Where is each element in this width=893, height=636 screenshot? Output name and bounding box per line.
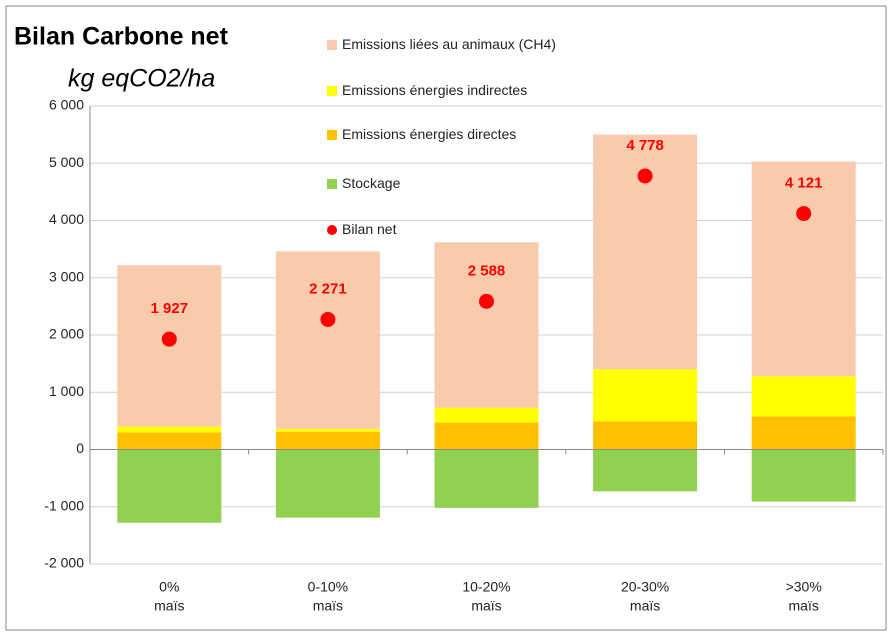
- x-tick-label: 0-10%: [308, 579, 348, 595]
- bar-segment: [275, 449, 380, 518]
- y-tick-label: -1 000: [44, 497, 84, 513]
- legend-item: Emissions liées au animaux (CH4): [327, 36, 587, 52]
- legend-label: Stockage: [342, 175, 401, 191]
- bar-segment: [117, 432, 222, 450]
- data-label: 4 121: [785, 175, 823, 192]
- legend-item: Stockage: [327, 175, 587, 191]
- x-tick-label: 0%: [159, 579, 179, 595]
- bar-segment: [751, 416, 856, 450]
- bilan-point: [479, 293, 494, 309]
- bar-segment: [117, 426, 222, 433]
- bar-segment: [751, 449, 856, 502]
- data-label: 4 778: [626, 137, 664, 154]
- y-tick-label: 6 000: [49, 97, 84, 113]
- legend-label: Bilan net: [342, 221, 397, 237]
- bar-segment: [593, 449, 698, 492]
- bar-segment: [275, 431, 380, 450]
- legend-swatch: [327, 40, 337, 50]
- x-tick-label: 10-20%: [462, 579, 510, 595]
- x-tick-label: maïs: [789, 598, 819, 614]
- legend-swatch: [327, 86, 337, 96]
- data-label: 2 271: [309, 280, 347, 297]
- y-tick-label: -2 000: [44, 555, 84, 571]
- x-tick-label: maïs: [630, 598, 660, 614]
- legend-swatch: [327, 179, 337, 189]
- bar-segment: [434, 242, 539, 408]
- legend-item: Emissions énergies directes: [327, 126, 587, 142]
- x-tick-label: maïs: [154, 598, 184, 614]
- data-label: 1 927: [151, 300, 189, 317]
- bar-segment: [434, 407, 539, 423]
- legend-label: Emissions énergies indirectes: [342, 82, 528, 98]
- bilan-point: [320, 311, 336, 327]
- x-tick-label: >30%: [786, 579, 822, 595]
- y-tick-label: 1 000: [49, 383, 84, 399]
- y-tick-label: 0: [76, 440, 84, 456]
- bilan-point: [796, 206, 812, 222]
- x-tick-label: maïs: [471, 598, 501, 614]
- y-tick-label: 2 000: [49, 326, 84, 342]
- legend-swatch: [327, 225, 337, 235]
- legend-label: Emissions énergies directes: [342, 126, 517, 142]
- bar-segment: [275, 428, 380, 432]
- bar-segment: [117, 449, 222, 523]
- bar-segment: [593, 369, 698, 422]
- bilan-point: [637, 168, 653, 184]
- bar-segment: [593, 421, 698, 450]
- legend-swatch: [327, 130, 337, 140]
- bar-segment: [751, 161, 856, 377]
- legend-item: Bilan net: [327, 221, 587, 237]
- y-tick-label: 4 000: [49, 211, 84, 227]
- bar-segment: [434, 449, 539, 508]
- chart-subtitle: kg eqCO2/ha: [68, 65, 215, 93]
- bar-segment: [434, 422, 539, 450]
- bilan-point: [161, 331, 177, 347]
- chart-title: Bilan Carbone net: [14, 23, 229, 51]
- legend-label: Emissions liées au animaux (CH4): [342, 36, 556, 52]
- bar-segment: [275, 251, 380, 429]
- x-tick-label: maïs: [313, 598, 343, 614]
- y-tick-label: 3 000: [49, 268, 84, 284]
- x-tick-label: 20-30%: [621, 579, 669, 595]
- bar-segment: [751, 376, 856, 417]
- legend-item: Emissions énergies indirectes: [327, 82, 587, 98]
- data-label: 2 588: [468, 262, 506, 279]
- y-tick-label: 5 000: [49, 154, 84, 170]
